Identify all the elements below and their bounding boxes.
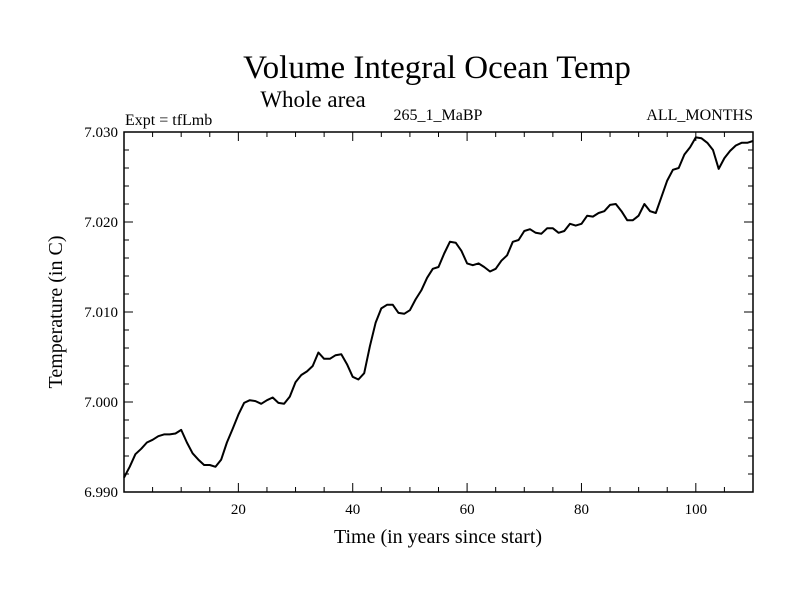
months-label: ALL_MONTHS xyxy=(646,107,753,124)
series-line xyxy=(123,136,754,479)
x-tick-label: 100 xyxy=(685,502,708,518)
tick-labels: 20 40 60 80 100 6.990 7.000 7.010 7.020 7.030 xyxy=(84,125,707,518)
center-label: 265_1_MaBP xyxy=(394,107,483,124)
y-tick-label: 7.000 xyxy=(84,395,118,411)
x-tick-label: 80 xyxy=(574,502,589,518)
y-tick-label: 6.990 xyxy=(84,485,118,501)
chart-title: Volume Integral Ocean Temp xyxy=(243,50,631,86)
experiment-label: Expt = tfLmb xyxy=(125,112,212,129)
x-axis-label: Time (in years since start) xyxy=(334,526,542,548)
plot-frame xyxy=(123,131,754,493)
y-tick-label: 7.030 xyxy=(84,125,118,141)
y-axis-label: Temperature (in C) xyxy=(45,236,67,389)
x-tick-label: 20 xyxy=(231,502,246,518)
x-tick-label: 60 xyxy=(460,502,475,518)
chart-subtitle: Whole area xyxy=(260,87,365,112)
axis-ticks xyxy=(124,132,753,492)
x-tick-label: 40 xyxy=(345,502,360,518)
y-tick-label: 7.010 xyxy=(84,305,118,321)
y-tick-label: 7.020 xyxy=(84,215,118,231)
